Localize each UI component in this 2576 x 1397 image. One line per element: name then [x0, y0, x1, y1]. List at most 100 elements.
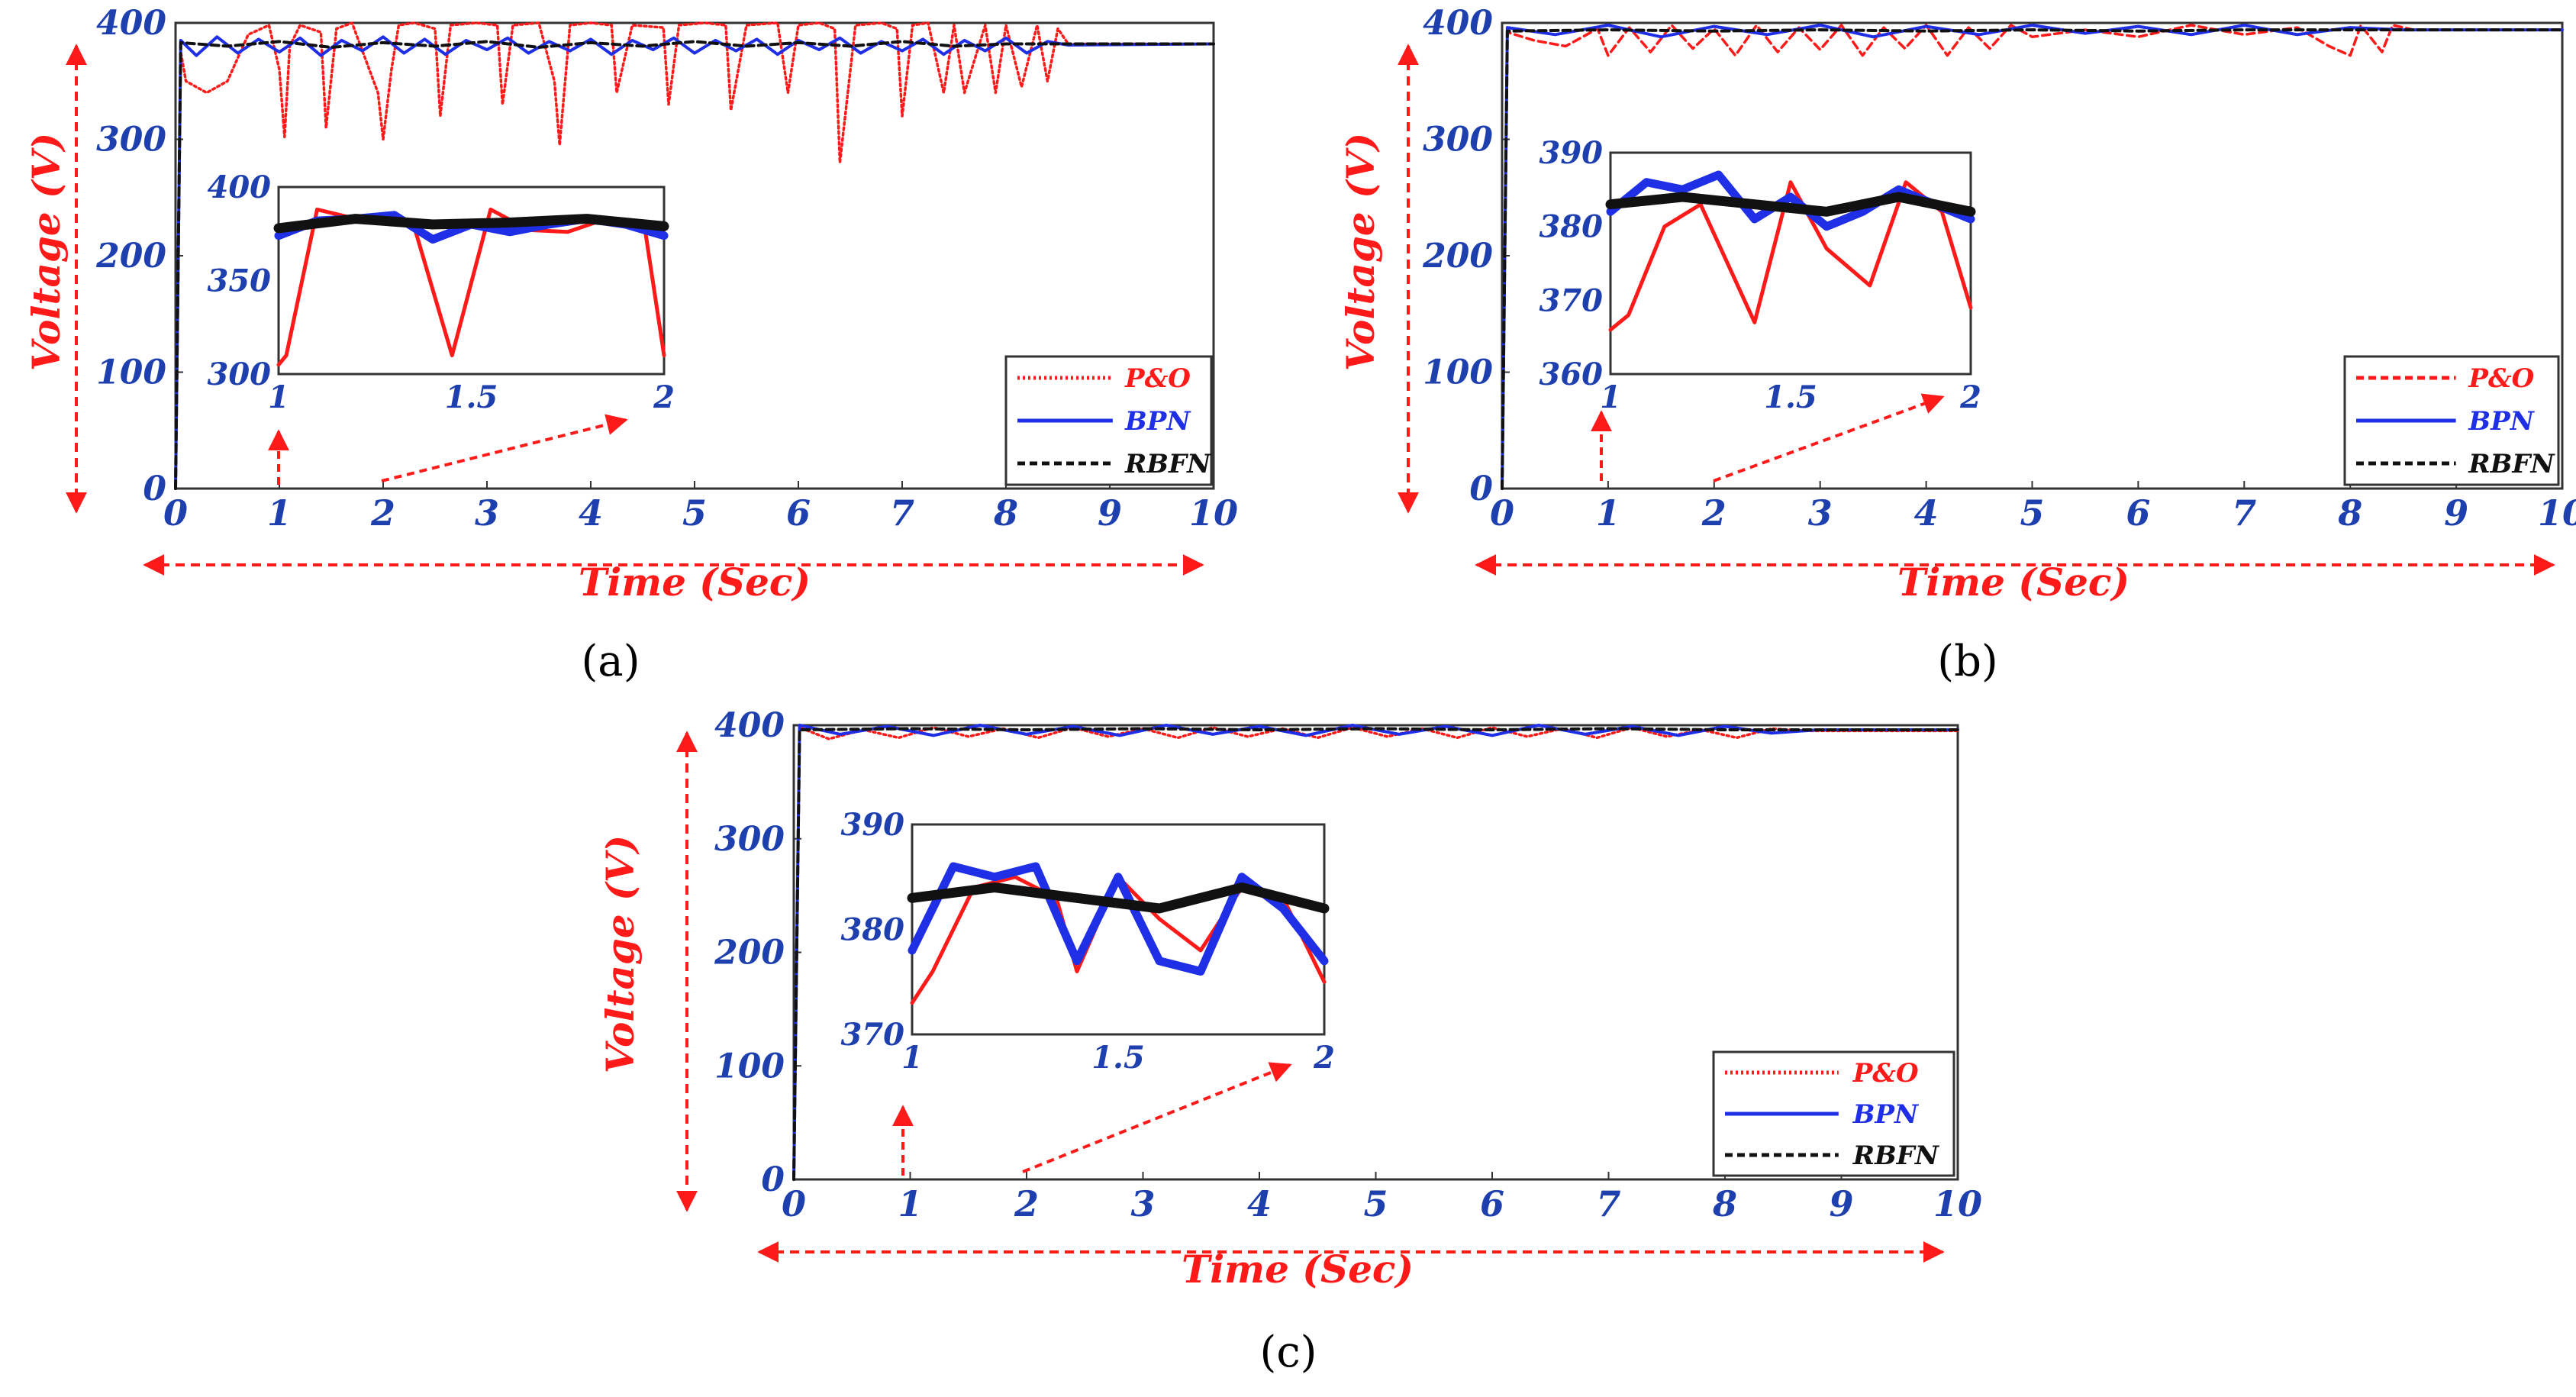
y-axis-title: Voltage (V)	[24, 133, 69, 371]
inset-y-tick-label: 360	[1539, 357, 1604, 392]
inset-x-tick-label: 2	[653, 379, 675, 415]
inset-x-tick-label: 1.5	[445, 379, 498, 415]
legend-label-bpn: BPN	[1124, 406, 1191, 437]
main-series	[174, 21, 1215, 490]
y-tick-label: 400	[714, 706, 785, 745]
legend: P&O BPN RBFN	[2343, 355, 2560, 486]
inset-y-tick-label: 370	[841, 1017, 905, 1053]
zoom-arrow-end	[381, 414, 628, 482]
x-tick-label: 7	[1596, 1183, 1620, 1224]
x-tick-label: 10	[2538, 492, 2576, 534]
inset-y-tick-label: 300	[208, 357, 272, 392]
inset-series-line-rbfn	[907, 882, 1330, 914]
main-series	[792, 724, 1959, 1181]
legend-label-p-o: P&O	[1852, 1058, 1919, 1089]
inset-x-tick-label: 2	[1959, 379, 1981, 415]
x-tick-label: 0	[1490, 492, 1514, 534]
y-tick-label: 300	[96, 121, 166, 160]
x-tick-label: 2	[1014, 1183, 1039, 1224]
series-line-rbfn	[174, 40, 1215, 490]
legend-label-p-o: P&O	[1124, 363, 1191, 394]
x-tick-label: 0	[163, 492, 188, 534]
legend: P&O BPN RBFN	[1004, 355, 1213, 486]
inset-x-tick-label: 1.5	[1091, 1040, 1145, 1076]
legend-label-rbfn: RBFN	[1124, 449, 1212, 479]
series-line-bpn	[792, 724, 1959, 1181]
zoom-arrow-end	[1713, 393, 1945, 482]
x-tick-label: 8	[1712, 1183, 1737, 1224]
y-tick-label: 400	[96, 4, 166, 43]
x-tick-label: 10	[1933, 1183, 1982, 1224]
zoom-arrow-end	[1022, 1062, 1292, 1173]
legend-label-bpn: BPN	[1852, 1099, 1920, 1130]
y-tick-label: 0	[143, 469, 166, 508]
x-tick-label: 5	[1363, 1183, 1388, 1224]
x-tick-label: 1	[1596, 492, 1620, 534]
legend: P&O BPN RBFN	[1712, 1050, 1955, 1177]
x-tick-label: 3	[475, 492, 499, 534]
x-tick-label: 7	[890, 492, 914, 534]
x-tick-label: 0	[782, 1183, 806, 1224]
x-tick-label: 9	[1098, 492, 1122, 534]
y-tick-label: 100	[96, 353, 166, 392]
x-tick-label: 1	[898, 1183, 922, 1224]
x-tick-label: 5	[682, 492, 707, 534]
inset-chart: 300 350 400 1 1.5 2	[208, 169, 675, 415]
y-tick-label: 300	[714, 820, 785, 859]
inset-x-tick-label: 1	[1600, 379, 1621, 415]
series-line-rbfn	[1501, 28, 2564, 490]
x-tick-label: 10	[1189, 492, 1238, 534]
inset-y-tick-label: 380	[1539, 209, 1604, 245]
inset-y-tick-label: 390	[841, 807, 905, 843]
legend-label-p-o: P&O	[2468, 363, 2534, 394]
y-tick-label: 200	[95, 237, 166, 276]
inset-y-tick-label: 350	[208, 263, 272, 299]
y-tick-label: 200	[714, 934, 785, 973]
panel-label: (c)	[1259, 1328, 1317, 1377]
x-tick-label: 4	[1247, 1183, 1272, 1224]
x-tick-label: 5	[2020, 492, 2044, 534]
inset-y-tick-label: 370	[1539, 282, 1604, 318]
inset-x-tick-label: 1.5	[1764, 379, 1817, 415]
panel-label: (a)	[581, 637, 640, 686]
y-tick-label: 0	[1469, 469, 1493, 508]
inset-x-tick-label: 2	[1313, 1040, 1335, 1076]
legend-label-rbfn: RBFN	[1852, 1141, 1940, 1171]
legend-label-bpn: BPN	[2468, 406, 2535, 437]
y-tick-label: 100	[1423, 353, 1493, 392]
inset-y-tick-label: 390	[1539, 135, 1604, 171]
y-tick-label: 0	[761, 1160, 785, 1199]
panel-label: (b)	[1937, 637, 1998, 686]
inset-chart: 360 370 380 390 1 1.5 2	[1539, 135, 1981, 415]
x-tick-label: 9	[1829, 1183, 1853, 1224]
y-tick-label: 400	[1423, 4, 1493, 43]
inset-chart: 370 380 390 1 1.5 2	[841, 807, 1335, 1076]
inset-series-line-rbfn	[273, 214, 669, 234]
inset-y-tick-label: 400	[208, 169, 272, 205]
x-tick-label: 9	[2444, 492, 2468, 534]
x-tick-label: 4	[1914, 492, 1939, 534]
x-tick-label: 7	[2232, 492, 2256, 534]
x-tick-label: 6	[786, 492, 811, 534]
y-axis-title: Voltage (V)	[598, 835, 643, 1073]
y-tick-label: 100	[714, 1047, 785, 1086]
inset-series-line-p-o	[1608, 180, 1973, 332]
x-tick-label: 2	[1701, 492, 1726, 534]
series-line-p-o	[174, 21, 1215, 490]
inset-frame	[911, 823, 1326, 1036]
x-tick-label: 1	[267, 492, 292, 534]
x-tick-label: 4	[579, 492, 603, 534]
x-tick-label: 2	[370, 492, 395, 534]
inset-x-tick-label: 1	[901, 1040, 923, 1076]
x-tick-label: 6	[1480, 1183, 1504, 1224]
inset-y-tick-label: 380	[841, 912, 905, 948]
series-line-rbfn	[792, 727, 1959, 1181]
inset-series-line-rbfn	[1605, 192, 1976, 217]
x-tick-label: 6	[2126, 492, 2150, 534]
series-line-bpn	[174, 35, 1215, 490]
inset-x-tick-label: 1	[268, 379, 289, 415]
